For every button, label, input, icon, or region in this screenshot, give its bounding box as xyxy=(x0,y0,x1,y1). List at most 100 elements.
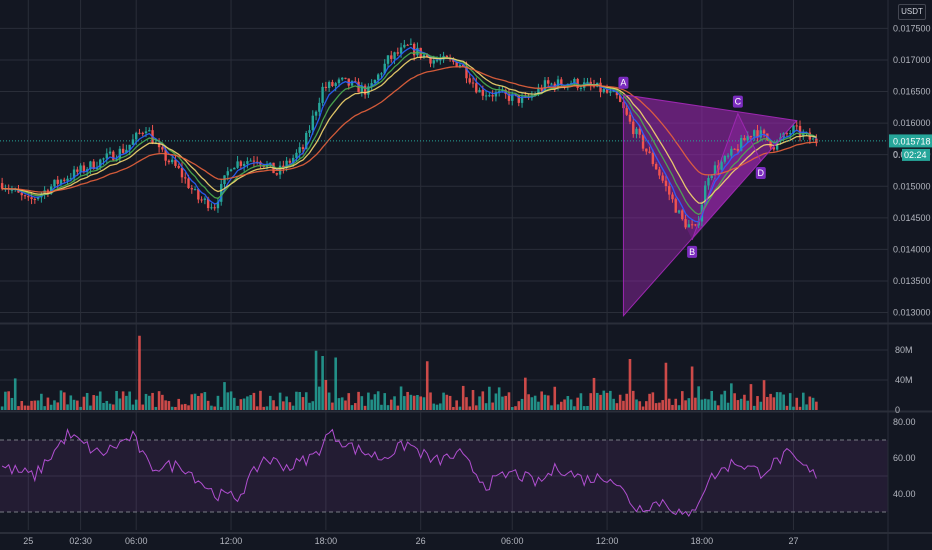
volume-bar xyxy=(49,404,53,410)
candle xyxy=(99,159,102,168)
volume-bar xyxy=(494,393,498,410)
candle xyxy=(609,91,612,93)
countdown-tag: 02:24 xyxy=(904,150,927,160)
volume-bar xyxy=(546,395,550,410)
volume-bar xyxy=(399,386,403,410)
price-tick-label: 0.016000 xyxy=(893,118,931,128)
volume-bar xyxy=(507,392,511,410)
volume-bar xyxy=(622,400,625,410)
last-price-tag: 0.015718 xyxy=(893,136,931,146)
candle xyxy=(138,132,141,134)
volume-bar xyxy=(648,393,651,410)
candle xyxy=(664,180,668,187)
candle xyxy=(537,88,540,95)
candle xyxy=(746,136,749,141)
price-axis[interactable]: 0.0175000.0170000.0165000.0160000.015500… xyxy=(893,23,931,499)
candle xyxy=(69,178,73,180)
volume-bar xyxy=(190,394,194,410)
candle xyxy=(736,148,740,151)
volume-bar xyxy=(746,400,749,410)
volume-bar xyxy=(569,399,573,410)
rsi-line xyxy=(1,428,817,518)
candle xyxy=(23,195,27,197)
volume-bar xyxy=(193,393,197,410)
candle xyxy=(579,87,583,89)
volume-bar xyxy=(350,405,354,410)
volume-bar xyxy=(131,404,135,410)
volume-bar xyxy=(304,392,308,410)
candle xyxy=(36,197,40,200)
price-tick-label: 0.013000 xyxy=(893,308,931,318)
candle xyxy=(49,186,53,194)
volume-bar xyxy=(491,402,494,410)
volume-bar xyxy=(664,362,668,410)
candle xyxy=(550,83,553,85)
abcd-pattern-outline: A B C D xyxy=(618,76,798,318)
volume-bar xyxy=(314,350,318,410)
volume-bar xyxy=(517,401,521,410)
candle xyxy=(301,147,305,150)
volume-bar xyxy=(357,391,360,410)
volume-bar xyxy=(458,406,462,410)
volume-bar xyxy=(779,392,782,410)
volume-bar xyxy=(311,401,315,410)
candle xyxy=(108,151,112,154)
volume-bar xyxy=(730,383,733,410)
currency-label[interactable]: USDT xyxy=(898,4,926,20)
volume-bar xyxy=(164,400,167,410)
volume-bar xyxy=(739,398,743,410)
volume-bar xyxy=(432,403,436,410)
candle xyxy=(246,161,249,164)
candle xyxy=(488,95,491,97)
volume-bar xyxy=(471,390,475,410)
volume-bar xyxy=(743,394,746,410)
volume-bar xyxy=(481,391,485,410)
volume-bar xyxy=(422,397,426,410)
volume-bar xyxy=(380,404,383,410)
time-tick-label: 12:00 xyxy=(596,536,619,546)
volume-bar xyxy=(700,399,704,410)
candle xyxy=(282,165,285,169)
volume-bar xyxy=(40,393,43,410)
time-axis[interactable]: 25 02:30 06:00 12:00 18:00 26 06:00 12:00 18:00 2… xyxy=(23,536,798,546)
volume-bar xyxy=(419,396,422,410)
candle xyxy=(10,189,14,191)
volume-bar xyxy=(762,380,766,410)
volume-bar xyxy=(278,392,282,410)
pattern-bcd-outline xyxy=(691,112,798,241)
volume-bar xyxy=(514,406,517,410)
candle xyxy=(285,160,288,169)
volume-bar xyxy=(412,395,416,410)
volume-bar xyxy=(301,397,305,410)
candle xyxy=(501,90,504,92)
volume-bar xyxy=(216,395,220,410)
candle xyxy=(635,128,638,135)
candle xyxy=(390,55,393,59)
rsi-indicator xyxy=(0,428,888,518)
candle xyxy=(769,140,772,148)
volume-bar xyxy=(468,406,472,410)
volume-bar xyxy=(645,401,648,410)
volume-bar xyxy=(82,396,86,410)
volume-bar xyxy=(445,394,449,410)
candle xyxy=(638,128,641,135)
volume-bar xyxy=(128,391,131,410)
candle xyxy=(148,130,151,132)
candle xyxy=(360,85,364,93)
volume-bar xyxy=(723,390,727,410)
volume-bar xyxy=(769,393,772,410)
candle xyxy=(76,169,79,172)
candle xyxy=(743,138,746,141)
time-tick-label: 12:00 xyxy=(220,536,243,546)
volume-bar xyxy=(389,399,393,410)
volume-bar xyxy=(543,394,547,410)
volume-bar xyxy=(396,405,400,410)
candle xyxy=(713,165,717,176)
candle xyxy=(213,207,216,209)
price-tick-label: 0.014500 xyxy=(893,213,931,223)
candle xyxy=(795,125,798,127)
price-tick-label: 0.017500 xyxy=(893,23,931,33)
candle xyxy=(242,163,246,166)
